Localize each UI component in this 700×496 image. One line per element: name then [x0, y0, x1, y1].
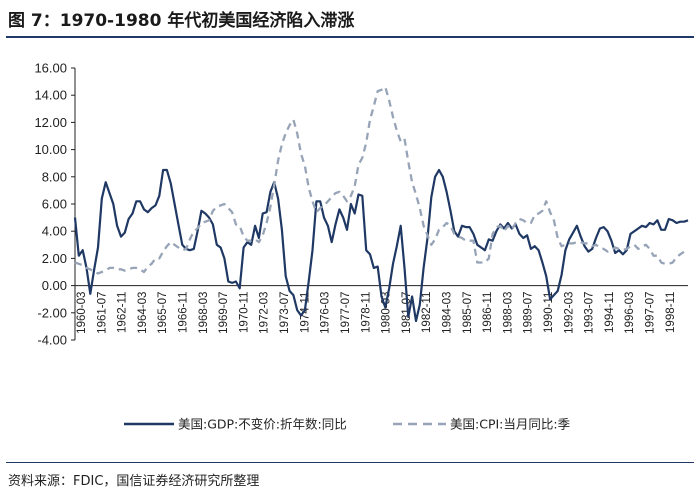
x-tick-label: 1990-11: [543, 292, 555, 333]
source-note: 资料来源：FDIC，国信证券经济研究所整理: [8, 474, 260, 489]
y-tick-label: 0.00: [42, 278, 67, 293]
x-tick-label: 1961-07: [96, 292, 108, 334]
y-tick-label: 4.00: [42, 224, 67, 239]
legend-cpi-label: 美国:CPI:当月同比:季: [450, 417, 571, 432]
x-tick-label: 1968-03: [198, 292, 210, 334]
y-tick-label: 16.00: [34, 61, 67, 76]
series-layer: [73, 85, 689, 323]
x-tick-label: 1977-07: [340, 292, 352, 334]
chart-title: 图 7：1970-1980 年代初美国经济陷入滞涨: [8, 11, 355, 31]
y-tick-label: 2.00: [42, 251, 67, 266]
y-tick-label: 14.00: [34, 88, 67, 103]
x-tick-label: 1993-07: [584, 292, 596, 334]
x-tick-label: 1989-07: [523, 292, 535, 334]
x-tick-label: 1997-07: [645, 292, 657, 334]
x-tick-label: 1982-11: [421, 292, 433, 333]
y-tick-label: -2.00: [37, 305, 67, 320]
x-tick-label: 1994-11: [604, 292, 616, 333]
y-tick-label: 12.00: [34, 115, 67, 130]
x-tick-label: 1984-03: [441, 292, 453, 334]
gdp-series-line: [73, 168, 689, 323]
x-tick-label: 1992-03: [563, 292, 575, 334]
x-tick-label: 1998-11: [665, 292, 677, 333]
axes-layer: 16.00 14.00 12.00 10.00 8.00 6.00 4.00 2.00 0.00…: [34, 61, 688, 348]
x-tick-label: 1970-11: [238, 292, 250, 333]
x-tick-label: 1962-11: [117, 292, 129, 333]
y-tick-label: 8.00: [42, 169, 67, 184]
x-tick-label: 1973-07: [279, 292, 291, 334]
x-tick-label: 1965-07: [157, 292, 169, 334]
legend-layer: 美国:GDP:不变价:折年数:同比 美国:CPI:当月同比:季: [124, 417, 571, 432]
x-tick-label: 1988-03: [502, 292, 514, 334]
x-tick-label: 1969-07: [218, 292, 230, 334]
cpi-series-line: [74, 85, 689, 275]
x-tick-label: 1972-03: [259, 292, 271, 334]
y-tick-label: 10.00: [34, 142, 67, 157]
x-tick-label: 1981-07: [401, 292, 413, 334]
x-tick-label: 1974-11: [299, 292, 311, 333]
x-tick-label: 1978-11: [360, 292, 372, 333]
y-tick-label: -4.00: [37, 333, 67, 348]
x-tick-label: 1976-03: [320, 292, 332, 334]
x-tick-label: 1996-03: [624, 292, 636, 334]
x-tick-label: 1985-07: [462, 292, 474, 334]
x-tick-label: 1966-11: [178, 292, 190, 333]
x-tick-label: 1964-03: [137, 292, 149, 334]
y-tick-label: 6.00: [42, 197, 67, 212]
title-divider: [6, 36, 694, 38]
x-tick-label: 1986-11: [482, 292, 494, 333]
x-tick-label: 1960-03: [76, 292, 88, 334]
legend-gdp-label: 美国:GDP:不变价:折年数:同比: [178, 417, 347, 432]
source-divider: [6, 462, 694, 463]
